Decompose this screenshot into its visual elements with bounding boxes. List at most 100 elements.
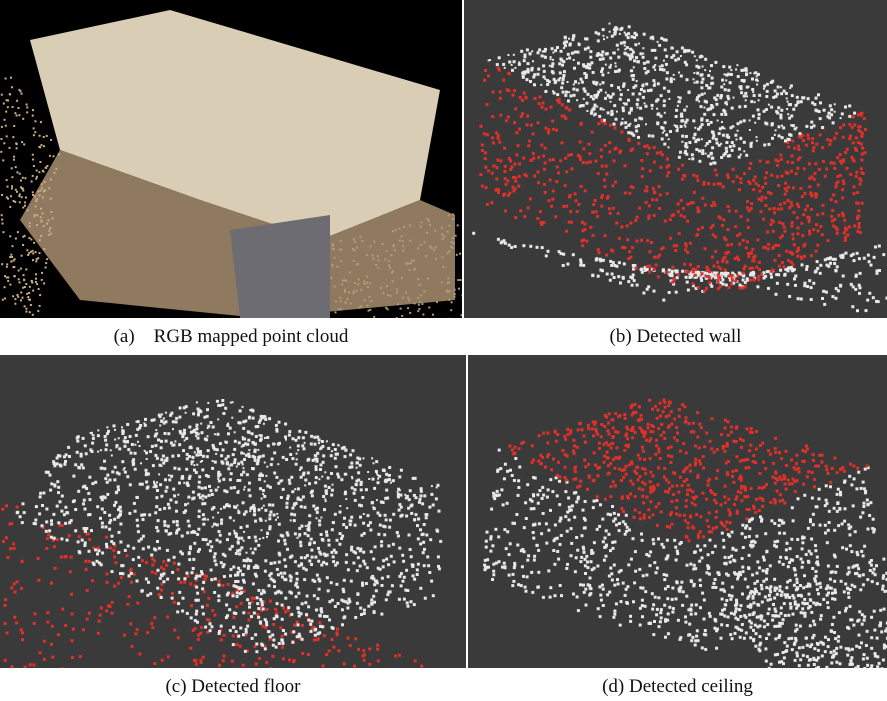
point — [397, 491, 399, 493]
point — [166, 616, 169, 619]
point — [725, 141, 728, 144]
point — [490, 535, 493, 538]
point — [559, 517, 562, 520]
point — [273, 561, 276, 564]
point — [736, 256, 739, 259]
point — [626, 224, 629, 227]
point — [320, 517, 322, 519]
point — [113, 555, 116, 558]
point — [232, 616, 235, 619]
point — [127, 448, 130, 451]
point — [619, 282, 622, 285]
point — [638, 568, 641, 571]
point — [750, 273, 753, 276]
point — [35, 278, 37, 280]
point — [698, 100, 700, 102]
point — [293, 624, 296, 627]
point — [60, 667, 63, 668]
point — [337, 649, 340, 652]
point — [696, 59, 698, 61]
point — [605, 555, 608, 558]
point — [752, 91, 754, 93]
point — [817, 184, 820, 187]
point — [357, 283, 359, 285]
point — [213, 556, 216, 559]
point — [756, 84, 758, 86]
point — [314, 454, 316, 456]
point — [246, 473, 249, 476]
point — [686, 78, 689, 81]
point — [153, 486, 155, 488]
point — [236, 533, 238, 535]
point — [84, 541, 87, 544]
point — [833, 631, 836, 634]
point — [790, 261, 793, 264]
point — [236, 591, 239, 594]
point — [392, 543, 395, 546]
point — [344, 291, 346, 293]
point — [758, 94, 761, 97]
point — [243, 458, 246, 461]
point — [262, 537, 264, 539]
point — [517, 185, 520, 188]
point — [457, 279, 459, 281]
point — [711, 256, 714, 259]
point — [526, 115, 529, 118]
point — [74, 529, 77, 532]
point — [628, 112, 631, 115]
point — [423, 523, 426, 526]
point — [318, 523, 321, 526]
point — [631, 49, 633, 51]
point — [114, 429, 116, 431]
point — [630, 107, 633, 110]
point — [12, 295, 14, 297]
point — [341, 535, 344, 538]
point — [725, 238, 728, 241]
point — [770, 276, 773, 279]
point — [427, 218, 429, 220]
point — [613, 104, 616, 107]
point — [269, 635, 272, 638]
point — [49, 155, 51, 157]
point — [195, 613, 198, 616]
point — [111, 570, 114, 573]
point — [254, 645, 257, 648]
point — [669, 218, 672, 221]
point — [692, 174, 695, 177]
point — [57, 486, 60, 489]
point — [372, 577, 375, 580]
point — [361, 584, 364, 587]
point — [625, 588, 628, 591]
point — [503, 170, 506, 173]
point — [14, 298, 16, 300]
point — [823, 303, 826, 306]
point — [680, 55, 682, 57]
point — [746, 279, 749, 282]
point — [613, 28, 616, 31]
point — [710, 64, 713, 67]
point — [10, 586, 13, 589]
point — [398, 503, 401, 506]
point — [252, 417, 255, 420]
point — [661, 543, 664, 546]
point — [248, 431, 251, 434]
point — [627, 563, 630, 566]
point — [789, 103, 792, 106]
point — [177, 636, 180, 639]
point — [622, 277, 625, 280]
point — [401, 315, 403, 317]
point — [268, 527, 271, 530]
point — [549, 178, 552, 181]
point — [771, 247, 774, 250]
point — [696, 139, 698, 141]
point — [619, 98, 622, 101]
point — [657, 275, 660, 278]
point — [756, 75, 758, 77]
point — [105, 448, 108, 451]
point — [162, 455, 165, 458]
point — [33, 622, 36, 625]
point — [771, 123, 774, 126]
point — [342, 600, 345, 603]
point — [567, 154, 570, 157]
point — [704, 204, 707, 207]
